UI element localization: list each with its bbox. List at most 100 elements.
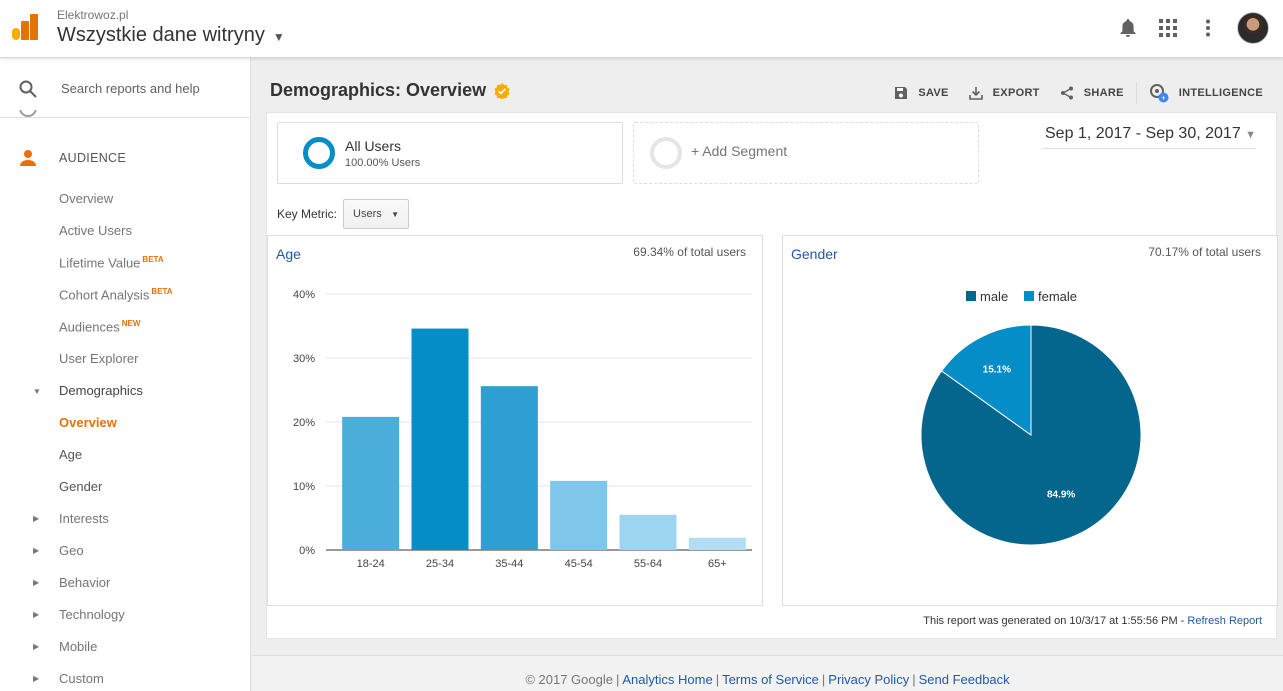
age-bar[interactable] xyxy=(550,480,608,550)
more-vert-icon[interactable] xyxy=(1197,17,1219,39)
expand-right-icon: ▶ xyxy=(33,610,40,619)
search-bar[interactable]: Search reports and help xyxy=(0,58,250,118)
person-icon xyxy=(20,150,36,166)
sidebar: Search reports and help AUDIENCE Overvie… xyxy=(0,58,251,691)
search-input[interactable]: Search reports and help xyxy=(61,81,200,96)
sidebar-item-label: Cohort Analysis xyxy=(59,287,150,303)
gender-pie-chart: male female 84.9% 15.1% xyxy=(920,289,1142,546)
y-tick-label: 20% xyxy=(293,417,315,429)
age-card-title[interactable]: Age xyxy=(276,246,301,262)
y-tick-label: 30% xyxy=(293,353,315,365)
x-tick-label: 55-64 xyxy=(634,558,662,570)
caret-down-icon: ▼ xyxy=(391,209,400,219)
segment-all-users[interactable]: All Users 100.00% Users xyxy=(277,122,623,184)
sidebar-item-demographics-overview[interactable]: Overview xyxy=(59,415,117,430)
svg-text:+: + xyxy=(1161,95,1165,102)
caret-down-icon: ▼ xyxy=(1245,129,1256,141)
key-metric-label: Key Metric: xyxy=(277,207,338,221)
refresh-report-link[interactable]: Refresh Report xyxy=(1187,615,1262,627)
sidebar-item-technology[interactable]: Technology xyxy=(59,607,125,622)
sidebar-item-cohort-analysis[interactable]: Cohort Analysis BETA xyxy=(59,287,173,302)
audience-label: AUDIENCE xyxy=(59,151,126,165)
sidebar-item-interests[interactable]: Interests xyxy=(59,511,109,526)
age-bar[interactable] xyxy=(411,328,469,550)
pie-slice-label: 84.9% xyxy=(1047,490,1075,501)
sidebar-item-mobile[interactable]: Mobile xyxy=(59,639,98,654)
x-tick-label: 35-44 xyxy=(495,558,523,570)
age-bar[interactable] xyxy=(688,537,746,550)
x-tick-label: 25-34 xyxy=(426,558,454,570)
key-metric: Key Metric: Users ▼ xyxy=(277,199,410,229)
sidebar-item-audiences[interactable]: Audiences NEW xyxy=(59,319,140,334)
expand-right-icon: ▶ xyxy=(33,674,40,683)
privacy-link[interactable]: Privacy Policy xyxy=(828,672,910,687)
legend-swatch xyxy=(966,291,976,301)
legend-label[interactable]: female xyxy=(1038,289,1077,304)
expand-right-icon: ▶ xyxy=(33,514,40,523)
send-feedback-link[interactable]: Send Feedback xyxy=(918,672,1010,687)
key-metric-select[interactable]: Users ▼ xyxy=(343,199,410,229)
share-icon xyxy=(1060,86,1073,100)
beta-badge: BETA xyxy=(142,255,164,264)
age-bar-chart: 0% 10% 20% 30% 40% 18-24 25-34 35-44 45-54 55-64 6… xyxy=(293,289,752,570)
segment-percent: 100.00% Users xyxy=(345,157,421,169)
sidebar-item-user-explorer[interactable]: User Explorer xyxy=(59,351,139,366)
sidebar-section-audience[interactable]: AUDIENCE xyxy=(0,146,250,170)
segment-ring-icon xyxy=(303,137,335,169)
intelligence-icon: + xyxy=(1149,84,1169,103)
add-segment-button[interactable]: + Add Segment xyxy=(633,122,979,184)
verified-badge-icon xyxy=(494,82,510,99)
export-button[interactable]: EXPORT xyxy=(968,86,1040,100)
date-range-picker[interactable]: Sep 1, 2017 - Sep 30, 2017 ▼ xyxy=(1043,125,1256,149)
sidebar-item-age[interactable]: Age xyxy=(59,447,83,462)
sidebar-item-overview[interactable]: Overview xyxy=(59,191,114,206)
footer: © 2017 Google | Analytics Home | Terms of Se… xyxy=(252,655,1283,691)
account-name[interactable]: Elektrowoz.pl xyxy=(57,8,129,22)
report-panel: All Users 100.00% Users + Add Segment Se… xyxy=(266,112,1278,639)
pie-slice[interactable] xyxy=(940,324,1032,436)
sidebar-item-gender[interactable]: Gender xyxy=(59,479,103,494)
main-content: Demographics: Overview SAVE EXPORT SHARE… xyxy=(252,58,1283,691)
save-button[interactable]: SAVE xyxy=(894,86,948,100)
sidebar-item-label: Lifetime Value xyxy=(59,255,141,271)
sidebar-item-geo[interactable]: Geo xyxy=(59,543,84,558)
bell-icon[interactable] xyxy=(1117,17,1139,39)
age-bar[interactable] xyxy=(480,386,538,550)
page-title: Demographics: Overview xyxy=(270,80,510,101)
top-bar: Elektrowoz.pl Wszystkie dane witryny ▼ xyxy=(0,0,1283,58)
legend-label[interactable]: male xyxy=(980,289,1008,304)
age-bar[interactable] xyxy=(342,416,400,550)
gender-card-percent: 70.17% of total users xyxy=(1148,245,1261,259)
avatar[interactable] xyxy=(1237,12,1269,44)
sidebar-item-active-users[interactable]: Active Users xyxy=(59,223,132,238)
empty-segment-ring-icon xyxy=(650,137,682,169)
save-label: SAVE xyxy=(918,87,949,99)
gender-card-title[interactable]: Gender xyxy=(791,246,838,262)
report-actions: SAVE EXPORT SHARE + INTELLIGENCE xyxy=(894,82,1263,104)
expand-right-icon: ▶ xyxy=(33,642,40,651)
sidebar-item-behavior[interactable]: Behavior xyxy=(59,575,111,590)
generated-text: This report was generated on 10/3/17 at … xyxy=(923,615,1188,627)
share-button[interactable]: SHARE xyxy=(1060,86,1124,100)
divider xyxy=(1135,82,1137,104)
analytics-home-link[interactable]: Analytics Home xyxy=(622,672,713,687)
copyright-text: © 2017 Google xyxy=(525,672,613,687)
view-selector[interactable]: Wszystkie dane witryny ▼ xyxy=(57,24,285,47)
key-metric-value: Users xyxy=(353,208,382,220)
expand-right-icon: ▶ xyxy=(33,546,40,555)
export-label: EXPORT xyxy=(992,87,1040,99)
intelligence-label: INTELLIGENCE xyxy=(1178,87,1263,99)
sidebar-item-label: Audiences xyxy=(59,319,120,335)
terms-link[interactable]: Terms of Service xyxy=(722,672,819,687)
apps-grid-icon[interactable] xyxy=(1157,17,1179,39)
analytics-logo-icon[interactable] xyxy=(12,14,38,40)
sidebar-item-lifetime-value[interactable]: Lifetime Value BETA xyxy=(59,255,164,270)
intelligence-button[interactable]: + INTELLIGENCE xyxy=(1149,83,1263,103)
segment-name: All Users xyxy=(345,138,402,154)
age-bar[interactable] xyxy=(619,514,677,550)
report-generated-note: This report was generated on 10/3/17 at … xyxy=(923,615,1262,627)
y-tick-label: 40% xyxy=(293,289,315,301)
y-tick-label: 10% xyxy=(293,481,315,493)
sidebar-item-demographics[interactable]: Demographics xyxy=(59,383,143,398)
sidebar-item-custom[interactable]: Custom xyxy=(59,671,104,686)
